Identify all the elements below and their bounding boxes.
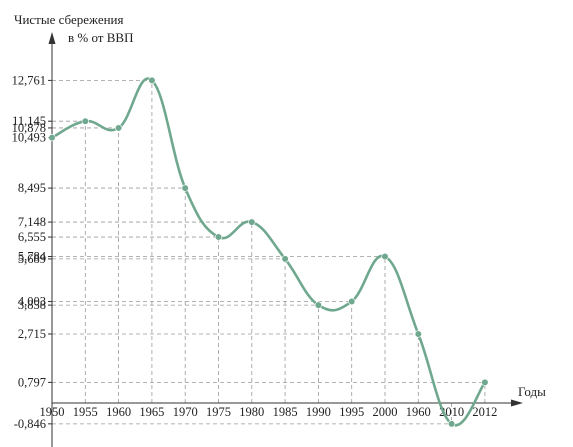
- y-axis-title-line-2: в % от ВВП: [68, 30, 133, 45]
- y-tick-label: 5,689: [18, 252, 46, 266]
- data-point: [181, 184, 189, 192]
- x-tick-label: 1995: [339, 405, 364, 419]
- data-point: [348, 297, 356, 306]
- y-tick-label: 2,715: [18, 327, 46, 341]
- y-tick-label: 5,784: [18, 250, 47, 264]
- data-point: [414, 330, 422, 338]
- x-tick-label: 1965: [139, 405, 164, 419]
- data-point: [314, 301, 323, 309]
- data-point: [114, 124, 123, 132]
- y-tick-label: 7,148: [18, 215, 46, 229]
- y-tick-label: 0,797: [18, 375, 46, 389]
- x-tick-label: 1950: [40, 405, 65, 419]
- y-tick-label: 4,003: [18, 294, 46, 308]
- y-tick-label: 3,858: [18, 298, 46, 312]
- y-tick-label: 11,145: [12, 114, 46, 128]
- x-tick-label: 1990: [306, 405, 331, 419]
- y-tick-label: 8,495: [18, 181, 46, 195]
- data-point: [381, 252, 389, 261]
- data-point: [481, 378, 489, 386]
- x-tick-label: 1960: [106, 405, 131, 419]
- data-point: [214, 233, 223, 241]
- x-axis-arrow: [511, 399, 523, 407]
- guide-lines: [51, 80, 486, 425]
- y-axis-title-line-1: Чистые сбережения: [14, 12, 124, 27]
- y-tick-label: -0,846: [14, 417, 46, 431]
- data-point: [148, 76, 156, 85]
- x-tick-label: 1970: [173, 405, 198, 419]
- x-tick-label: 1975: [206, 405, 231, 419]
- series-points: [48, 76, 489, 428]
- y-tick-label: 10,878: [12, 121, 46, 135]
- x-tick-label: 1960: [406, 405, 431, 419]
- y-tick-label: 6,555: [18, 230, 46, 244]
- x-tick-label: 2000: [373, 405, 398, 419]
- data-point: [48, 134, 56, 142]
- y-tick-label: 12,761: [12, 73, 46, 87]
- data-point: [248, 218, 256, 226]
- x-tick-label: 1980: [239, 405, 264, 419]
- data-point: [448, 420, 456, 428]
- x-ticks: 1950 1955 1960 1965 1970 1975 1980 1985 1990 1995…: [40, 405, 498, 419]
- axes: [48, 32, 523, 447]
- data-point: [281, 255, 289, 263]
- y-tick-label: 10,493: [12, 131, 46, 145]
- x-tick-label: 2012: [472, 405, 497, 419]
- x-tick-label: 1985: [273, 405, 298, 419]
- x-tick-label: 1955: [73, 405, 98, 419]
- y-axis-arrow: [48, 32, 56, 44]
- x-axis-title: Годы: [518, 384, 546, 399]
- data-point: [81, 117, 89, 125]
